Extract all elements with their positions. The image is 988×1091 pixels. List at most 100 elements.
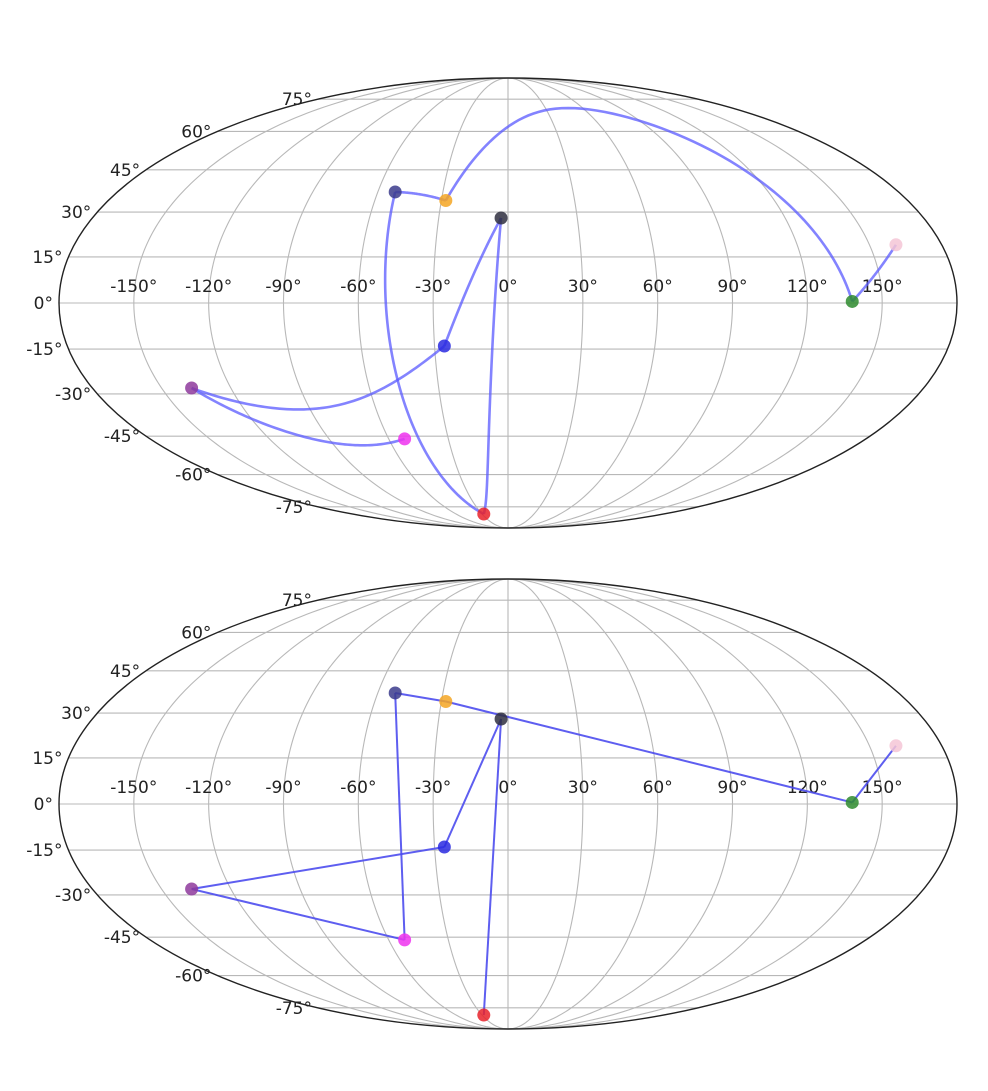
meridian-line [357,578,509,1030]
data-point [889,238,903,252]
data-point [437,840,451,854]
graticule [59,578,957,1030]
x-tick-label: 0° [498,277,517,297]
y-tick-label: 60° [181,122,211,142]
y-tick-label: 45° [110,662,140,682]
meridian-line [507,77,808,529]
x-tick-label: 90° [717,277,747,297]
x-tick-label: -150° [110,277,157,297]
y-tick-label: -15° [26,340,62,360]
connector-segment [383,191,485,516]
connector-lines [191,691,897,1016]
x-tick-label: 90° [717,778,747,798]
meridian-line [208,77,509,529]
x-tick-label: -60° [340,277,376,297]
meridian-line [282,77,509,529]
x-tick-label: 150° [862,277,903,297]
data-point [437,339,451,353]
data-point [388,185,402,199]
y-tick-label: 30° [61,203,91,223]
y-tick-label: -45° [104,427,140,447]
x-tick-label: 60° [643,778,673,798]
data-point [494,211,508,225]
connector-segment [443,217,503,347]
connector-lines [190,106,898,516]
meridian-line [357,77,509,529]
map-boundary [58,77,958,529]
connector-segment [443,718,502,848]
connector-segment [190,386,406,447]
x-tick-label: -150° [110,778,157,798]
x-tick-label: 0° [498,778,517,798]
meridian-line [507,578,883,1030]
connector-segment [482,718,503,1016]
meridian-line [507,77,584,529]
y-tick-label: -30° [55,886,91,906]
map-panel-bottom: -150° -120° -90° -60° -30° 0° 30° 60° 90° 120° 150… [26,578,958,1030]
connector-segment [851,745,897,804]
connector-segment [395,691,446,703]
y-tick-label: 0° [34,294,53,314]
map-boundary [58,578,958,1030]
x-tick-label: -30° [415,778,451,798]
meridian-line [432,77,509,529]
x-tick-label: -60° [340,778,376,798]
connector-segment [851,244,898,303]
data-point [398,432,412,446]
map-panel-top: -150° -120° -90° -60° -30° 0° 30° 60° 90° 120° 150… [26,77,958,529]
y-tick-label: 30° [61,704,91,724]
y-tick-label: -60° [175,967,211,987]
x-tick-label: -120° [185,277,232,297]
data-point [388,686,402,700]
meridian-line [208,578,509,1030]
x-tick-label: 30° [568,277,598,297]
y-tick-label: 0° [34,795,53,815]
meridian-line [282,578,509,1030]
y-tick-label: 75° [282,90,312,110]
data-points [185,686,903,1022]
y-tick-label: -45° [104,928,140,948]
meridian-line [133,578,509,1030]
x-tick-label: -90° [265,277,301,297]
graticule [59,77,957,529]
connector-segment [191,888,405,941]
data-point [185,882,199,896]
meridian-line [507,578,659,1030]
x-tick-label: -90° [265,778,301,798]
y-tick-label: 15° [32,248,62,268]
y-tick-label: 75° [282,591,312,611]
data-point [889,739,903,753]
data-point [477,1008,491,1022]
y-tick-label: 45° [110,161,140,181]
meridian-line [507,77,659,529]
x-tick-label: 60° [643,277,673,297]
y-tick-label: 15° [32,749,62,769]
x-tick-label: 30° [568,778,598,798]
connector-segment [395,190,447,202]
y-tick-label: -15° [26,841,62,861]
x-tick-label: -30° [415,277,451,297]
connector-segment [482,217,503,515]
connector-segment [191,846,445,891]
x-tick-label: -120° [185,778,232,798]
data-point [398,933,412,947]
data-point [477,507,491,521]
meridian-line [133,77,509,529]
data-point [439,194,453,208]
y-tick-label: 60° [181,623,211,643]
connector-segment [394,692,406,940]
meridian-line [432,578,509,1030]
meridian-line [507,578,584,1030]
data-point [494,712,508,726]
data-point [845,294,859,308]
y-tick-label: -75° [276,498,312,518]
connector-segment [191,345,446,411]
data-point [439,695,453,709]
y-tick-label: -75° [276,999,312,1019]
x-tick-label: 150° [862,778,903,798]
meridian-line [507,578,734,1030]
y-tick-label: -30° [55,385,91,405]
data-points [185,185,903,521]
x-tick-label: 120° [787,277,828,297]
